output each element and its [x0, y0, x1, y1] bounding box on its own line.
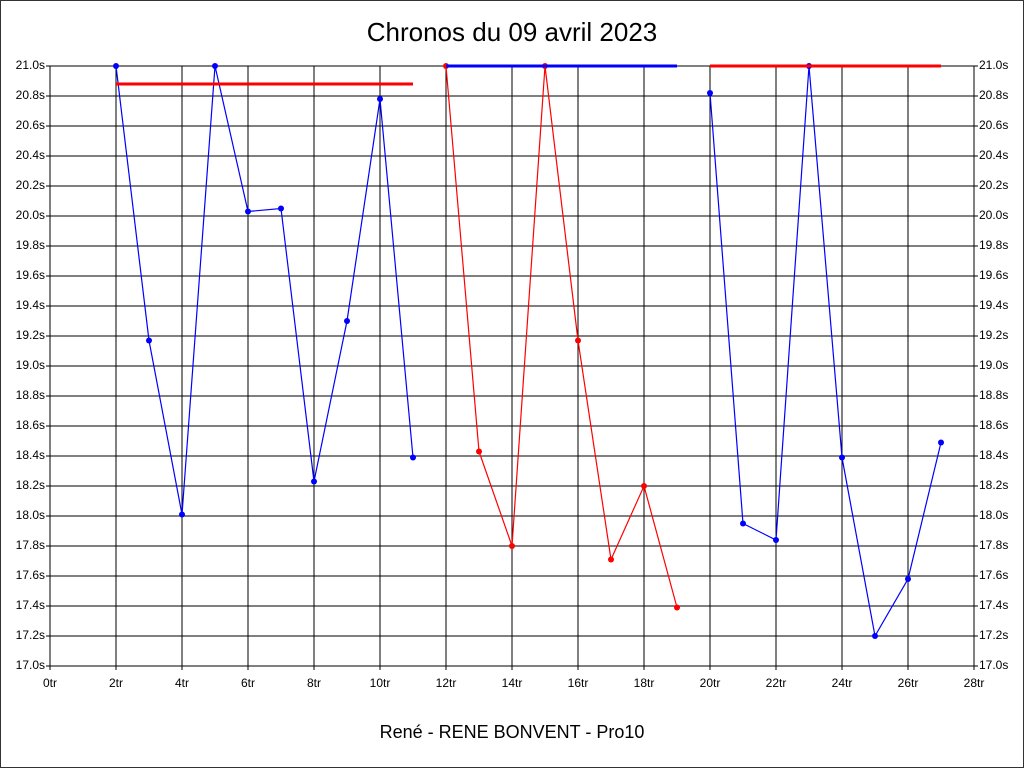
- data-point: [179, 511, 185, 518]
- data-point: [575, 337, 581, 344]
- y2-tick-label: 17.4s: [979, 598, 1008, 612]
- data-point: [146, 337, 152, 344]
- y-tick-label: 19.6s: [16, 268, 45, 282]
- data-point: [641, 483, 647, 489]
- chart-title: Chronos du 09 avril 2023: [367, 17, 658, 47]
- y-tick-label: 21.0s: [16, 58, 45, 72]
- x-tick-label: 10tr: [370, 676, 391, 690]
- y-tick-label: 20.2s: [16, 178, 45, 192]
- data-point: [311, 478, 317, 485]
- data-line: [709, 65, 942, 638]
- y-tick-label: 17.0s: [16, 658, 45, 672]
- y2-tick-label: 21.0s: [979, 58, 1008, 72]
- y-tick-label: 20.6s: [16, 118, 45, 132]
- y-tick-label: 19.0s: [16, 358, 45, 372]
- y2-tick-label: 19.4s: [979, 298, 1008, 312]
- y2-tick-label: 19.0s: [979, 358, 1008, 372]
- data-point: [509, 543, 515, 549]
- y-tick-label: 18.8s: [16, 388, 45, 402]
- data-point: [938, 439, 944, 446]
- y-tick-label: 20.8s: [16, 88, 45, 102]
- y2-tick-label: 17.6s: [979, 568, 1008, 582]
- y2-tick-label: 20.4s: [979, 148, 1008, 162]
- y-tick-label: 19.2s: [16, 328, 45, 342]
- data-point: [839, 454, 845, 461]
- x-tick-label: 0tr: [43, 676, 57, 690]
- data-point: [113, 63, 119, 69]
- data-point: [608, 556, 614, 563]
- x-tick-label: 4tr: [175, 676, 189, 690]
- x-tick-label: 18tr: [634, 676, 655, 690]
- x-tick-label: 8tr: [307, 676, 321, 690]
- data-line: [115, 65, 414, 515]
- y-tick-label: 20.4s: [16, 148, 45, 162]
- y2-tick-label: 19.2s: [979, 328, 1008, 342]
- y2-tick-label: 18.2s: [979, 478, 1008, 492]
- y-tick-label: 18.4s: [16, 448, 45, 462]
- x-tick-label: 6tr: [241, 676, 255, 690]
- y-tick-label: 17.4s: [16, 598, 45, 612]
- x-tick-label: 16tr: [568, 676, 589, 690]
- y2-tick-label: 19.6s: [979, 268, 1008, 282]
- data-point: [872, 633, 878, 639]
- x-tick-label: 28tr: [964, 676, 985, 690]
- y-tick-label: 18.0s: [16, 508, 45, 522]
- y2-tick-label: 17.0s: [979, 658, 1008, 672]
- data-point: [476, 448, 482, 455]
- y2-tick-label: 20.0s: [979, 208, 1008, 222]
- y2-tick-label: 20.6s: [979, 118, 1008, 132]
- data-point: [707, 90, 713, 96]
- data-point: [410, 454, 416, 461]
- data-point: [245, 208, 251, 215]
- y-tick-label: 17.2s: [16, 628, 45, 642]
- y2-tick-label: 18.6s: [979, 418, 1008, 432]
- x-tick-label: 20tr: [700, 676, 721, 690]
- y2-tick-label: 20.8s: [979, 88, 1008, 102]
- data-point: [740, 520, 746, 527]
- data-point: [212, 63, 218, 69]
- y2-tick-label: 18.4s: [979, 448, 1008, 462]
- y2-tick-label: 19.8s: [979, 238, 1008, 252]
- x-tick-label: 14tr: [502, 676, 523, 690]
- y2-tick-label: 20.2s: [979, 178, 1008, 192]
- y-tick-label: 18.6s: [16, 418, 45, 432]
- data-point: [674, 604, 680, 611]
- y-tick-label: 19.8s: [16, 238, 45, 252]
- y2-tick-label: 18.0s: [979, 508, 1008, 522]
- y-tick-label: 17.8s: [16, 538, 45, 552]
- x-tick-label: 2tr: [109, 676, 123, 690]
- x-axis-title: René - RENE BONVENT - Pro10: [380, 722, 645, 742]
- y2-tick-label: 18.8s: [979, 388, 1008, 402]
- y-tick-label: 20.0s: [16, 208, 45, 222]
- x-tick-label: 22tr: [766, 676, 787, 690]
- y-tick-label: 18.2s: [16, 478, 45, 492]
- data-point: [905, 576, 911, 582]
- y-tick-label: 17.6s: [16, 568, 45, 582]
- data-line: [445, 65, 678, 608]
- x-tick-label: 12tr: [436, 676, 457, 690]
- x-tick-label: 26tr: [898, 676, 919, 690]
- data-point: [773, 537, 779, 543]
- y2-tick-label: 17.2s: [979, 628, 1008, 642]
- data-point: [278, 205, 284, 212]
- y2-tick-label: 17.8s: [979, 538, 1008, 552]
- y-tick-label: 19.4s: [16, 298, 45, 312]
- x-tick-label: 24tr: [832, 676, 853, 690]
- data-point: [344, 318, 350, 324]
- data-point: [377, 96, 383, 102]
